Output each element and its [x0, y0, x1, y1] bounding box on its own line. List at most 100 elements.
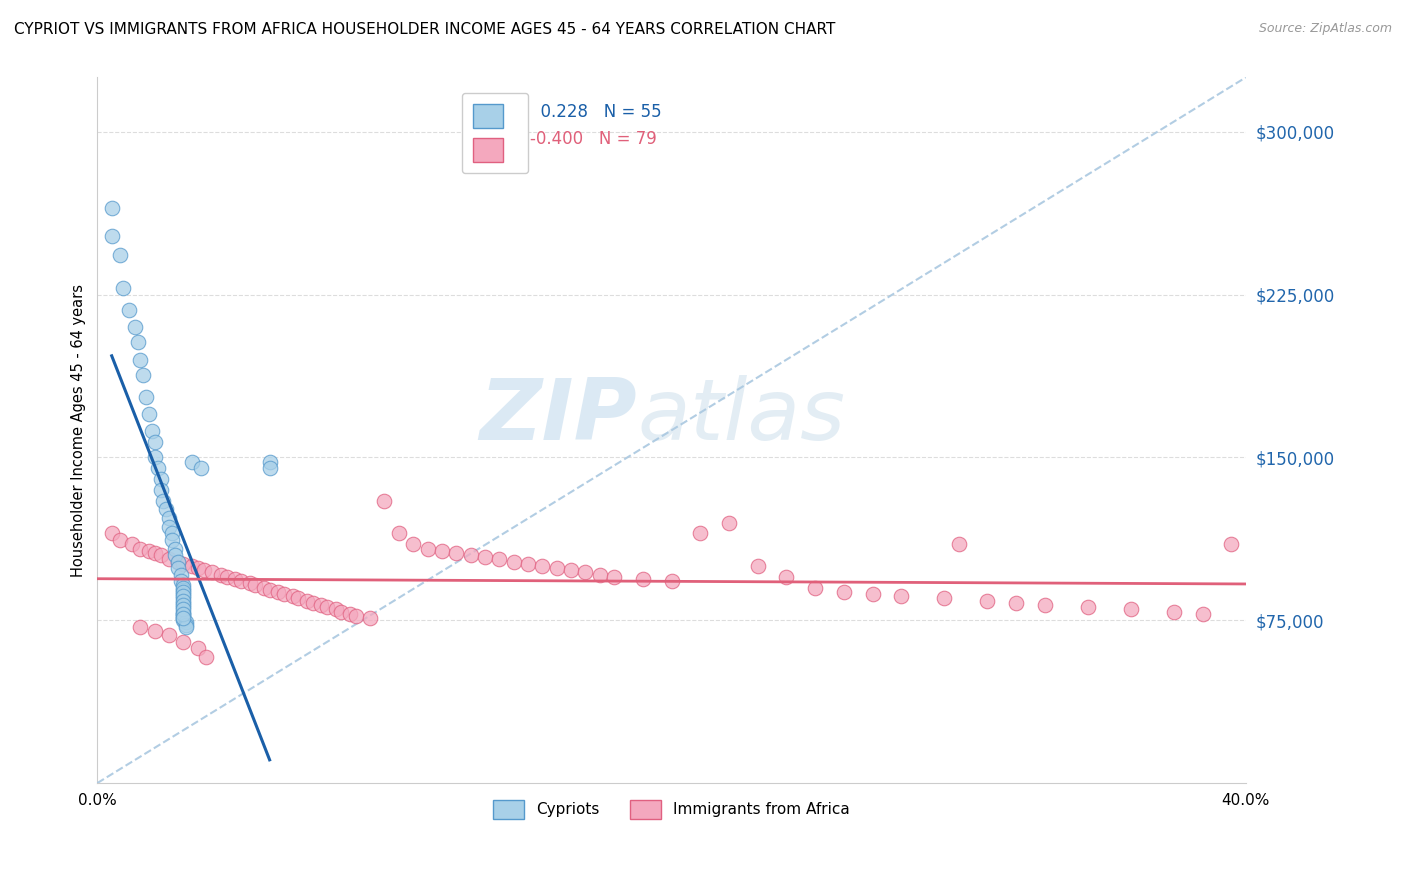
Point — [267, 585, 290, 599]
Point — [100, 526, 122, 541]
Point — [224, 572, 246, 586]
Point — [316, 600, 339, 615]
Point — [176, 617, 198, 632]
Point — [155, 502, 177, 516]
Point — [173, 582, 195, 597]
Point — [138, 407, 160, 421]
Point — [1119, 602, 1142, 616]
Text: CYPRIOT VS IMMIGRANTS FROM AFRICA HOUSEHOLDER INCOME AGES 45 - 64 YEARS CORRELAT: CYPRIOT VS IMMIGRANTS FROM AFRICA HOUSEH… — [14, 22, 835, 37]
Point — [1220, 537, 1243, 551]
Point — [832, 585, 855, 599]
Point — [173, 587, 195, 601]
Point — [1033, 598, 1056, 612]
Point — [259, 455, 281, 469]
Point — [181, 558, 204, 573]
Point — [273, 587, 295, 601]
Point — [416, 541, 439, 556]
Point — [118, 302, 141, 317]
Point — [173, 602, 195, 616]
Point — [444, 546, 467, 560]
Point — [976, 593, 998, 607]
Point — [1077, 600, 1099, 615]
Point — [173, 611, 195, 625]
Point — [460, 548, 482, 562]
Point — [502, 555, 524, 569]
Point — [173, 635, 195, 649]
Point — [173, 578, 195, 592]
Point — [176, 615, 198, 630]
Point — [124, 320, 146, 334]
Point — [173, 590, 195, 604]
Point — [173, 591, 195, 606]
Point — [110, 533, 132, 547]
Point — [176, 620, 198, 634]
Point — [143, 450, 166, 465]
Point — [138, 543, 160, 558]
Point — [173, 607, 195, 621]
Point — [330, 605, 353, 619]
Point — [173, 607, 195, 621]
Point — [215, 570, 238, 584]
Point — [574, 566, 596, 580]
Point — [149, 548, 172, 562]
Point — [388, 526, 411, 541]
Point — [238, 576, 260, 591]
Point — [531, 558, 554, 573]
Point — [173, 581, 195, 595]
Point — [253, 581, 276, 595]
Point — [146, 461, 169, 475]
Point — [129, 541, 152, 556]
Point — [112, 281, 135, 295]
Point — [717, 516, 740, 530]
Point — [129, 352, 152, 367]
Point — [339, 607, 361, 621]
Point — [775, 570, 797, 584]
Point — [862, 587, 884, 601]
Point — [129, 620, 152, 634]
Text: ZIP: ZIP — [479, 375, 637, 458]
Point — [689, 526, 711, 541]
Point — [287, 591, 309, 606]
Y-axis label: Householder Income Ages 45 - 64 years: Householder Income Ages 45 - 64 years — [72, 284, 86, 577]
Point — [149, 483, 172, 497]
Point — [661, 574, 683, 588]
Point — [173, 557, 195, 571]
Point — [948, 537, 970, 551]
Point — [359, 611, 381, 625]
Point — [143, 624, 166, 638]
Point — [173, 596, 195, 610]
Point — [804, 581, 827, 595]
Point — [163, 541, 186, 556]
Point — [135, 390, 157, 404]
Point — [517, 557, 540, 571]
Point — [173, 608, 195, 623]
Point — [195, 650, 218, 665]
Point — [173, 605, 195, 619]
Point — [259, 461, 281, 475]
Point — [1163, 605, 1185, 619]
Point — [245, 578, 267, 592]
Text: Source: ZipAtlas.com: Source: ZipAtlas.com — [1258, 22, 1392, 36]
Point — [229, 574, 252, 588]
Point — [173, 613, 195, 627]
Text: R =   0.228   N = 55: R = 0.228 N = 55 — [494, 103, 661, 121]
Point — [560, 563, 582, 577]
Point — [890, 590, 912, 604]
Point — [173, 611, 195, 625]
Point — [166, 555, 188, 569]
Point — [143, 546, 166, 560]
Point — [141, 425, 163, 439]
Point — [143, 435, 166, 450]
Point — [127, 335, 149, 350]
Point — [402, 537, 425, 551]
Point — [430, 543, 453, 558]
Point — [110, 248, 132, 262]
Point — [589, 567, 612, 582]
Point — [169, 567, 191, 582]
Point — [281, 590, 304, 604]
Text: atlas: atlas — [637, 375, 845, 458]
Point — [301, 596, 323, 610]
Point — [209, 567, 232, 582]
Point — [488, 552, 510, 566]
Point — [187, 641, 209, 656]
